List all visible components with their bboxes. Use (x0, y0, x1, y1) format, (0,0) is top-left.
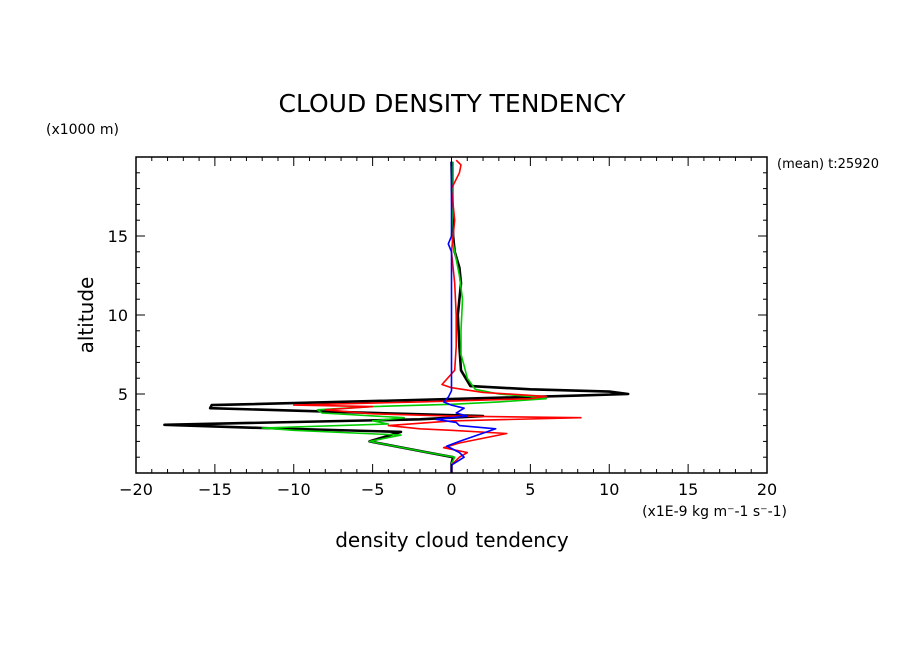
y-tick-label: 10 (108, 306, 128, 325)
series-line-2 (293, 159, 582, 473)
x-tick-label: −5 (361, 480, 385, 499)
x-axis-unit: (x1E-9 kg m⁻-1 s⁻-1) (642, 504, 787, 520)
plot-frame (135, 156, 768, 474)
x-tick-label: −20 (119, 480, 153, 499)
x-tick-label: 20 (757, 480, 777, 499)
series-layer (163, 159, 630, 473)
x-tick-label: −10 (277, 480, 311, 499)
y-axis-unit: (x1000 m) (46, 122, 119, 138)
series-line-3 (434, 161, 497, 473)
x-axis-label: density cloud tendency (335, 528, 569, 552)
x-tick-label: 0 (446, 480, 456, 499)
y-axis-label: altitude (74, 277, 98, 354)
series-line-1 (261, 161, 547, 473)
x-tick-label: 10 (599, 480, 619, 499)
x-tick-label: −15 (198, 480, 232, 499)
y-tick-label: 5 (118, 385, 128, 404)
y-tick-label: 15 (108, 227, 128, 246)
ticks-layer: −20 −15 −10 −5 0 5 10 15 20 5 10 15 (108, 156, 777, 499)
x-tick-label: 5 (525, 480, 535, 499)
chart-title: CLOUD DENSITY TENDENCY (279, 89, 627, 118)
x-tick-label: 15 (678, 480, 698, 499)
mean-time-annotation: (mean) t:25920 (777, 157, 879, 172)
